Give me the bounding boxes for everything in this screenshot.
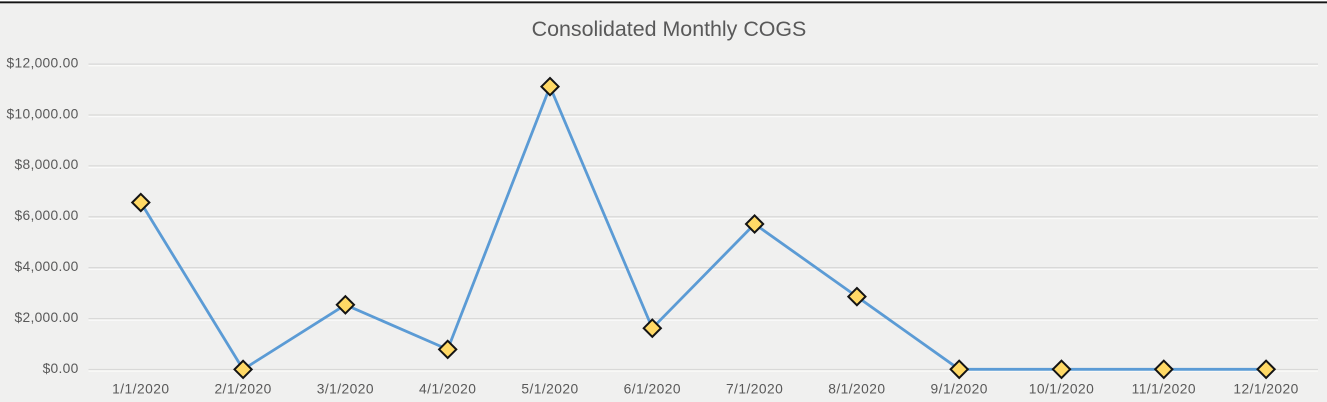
svg-text:1/1/2020: 1/1/2020 xyxy=(112,382,169,397)
svg-text:10/1/2020: 10/1/2020 xyxy=(1029,382,1094,397)
svg-text:$2,000.00: $2,000.00 xyxy=(15,310,79,325)
svg-text:5/1/2020: 5/1/2020 xyxy=(521,382,578,397)
svg-text:$4,000.00: $4,000.00 xyxy=(15,259,79,274)
svg-text:8/1/2020: 8/1/2020 xyxy=(828,382,885,397)
svg-text:Consolidated Monthly COGS: Consolidated Monthly COGS xyxy=(532,17,807,41)
svg-text:12/1/2020: 12/1/2020 xyxy=(1233,382,1298,397)
svg-text:$6,000.00: $6,000.00 xyxy=(15,208,79,223)
svg-text:6/1/2020: 6/1/2020 xyxy=(624,382,681,397)
svg-text:7/1/2020: 7/1/2020 xyxy=(726,382,783,397)
svg-text:$12,000.00: $12,000.00 xyxy=(7,55,79,70)
svg-text:11/1/2020: 11/1/2020 xyxy=(1132,382,1196,397)
svg-text:$10,000.00: $10,000.00 xyxy=(7,106,79,121)
svg-text:$8,000.00: $8,000.00 xyxy=(15,157,79,172)
svg-text:$0.00: $0.00 xyxy=(43,361,79,376)
svg-text:9/1/2020: 9/1/2020 xyxy=(931,382,988,397)
svg-text:4/1/2020: 4/1/2020 xyxy=(419,382,476,397)
svg-text:2/1/2020: 2/1/2020 xyxy=(214,382,271,397)
svg-text:3/1/2020: 3/1/2020 xyxy=(317,382,374,397)
